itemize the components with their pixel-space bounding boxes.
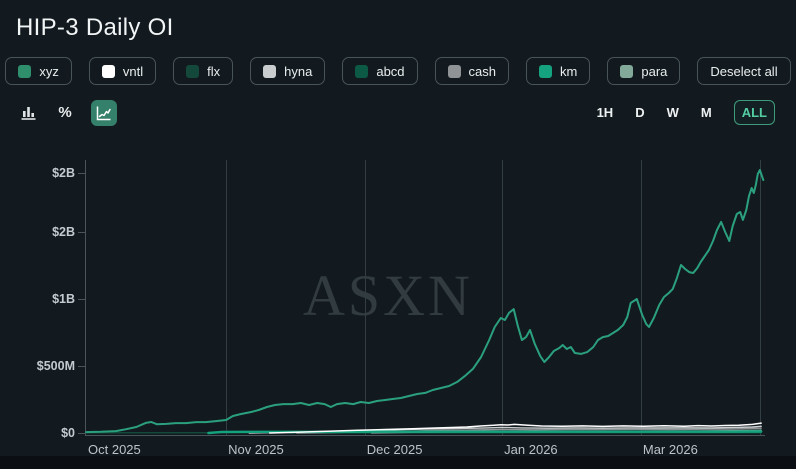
chart-type-toggle-group: % [17, 99, 117, 126]
legend-swatch [18, 64, 32, 78]
legend-item-para[interactable]: para [607, 57, 681, 85]
x-axis-label: Mar 2026 [642, 442, 698, 457]
range-button-m[interactable]: M [700, 105, 712, 120]
legend-label: flx [207, 63, 221, 79]
legend-row: xyz vntl flx hyna abcd cash km para Deselect all [0, 57, 796, 85]
range-button-all[interactable]: ALL [733, 100, 775, 125]
x-axis-label: Dec 2025 [366, 442, 423, 457]
bottom-strip [0, 456, 796, 469]
y-axis-tick [78, 366, 86, 367]
chart-canvas [85, 169, 765, 435]
legend-item-xyz[interactable]: xyz [5, 57, 72, 85]
series-line-km [207, 430, 763, 435]
line-chart-icon[interactable] [91, 99, 117, 126]
gridline [364, 160, 366, 435]
y-axis-tick [78, 232, 86, 233]
x-axis-label: Jan 2026 [504, 442, 558, 457]
deselect-all-label: Deselect all [710, 63, 778, 79]
legend-label: cash [468, 63, 497, 79]
range-button-w[interactable]: W [666, 105, 679, 120]
legend-swatch [539, 64, 553, 78]
deselect-all-button[interactable]: Deselect all [697, 57, 791, 85]
page-title: HIP-3 Daily OI [16, 14, 174, 41]
legend-swatch [447, 64, 461, 78]
series-line-vntl [268, 422, 762, 434]
percent-icon: % [58, 104, 72, 121]
legend-label: para [641, 63, 668, 79]
legend-item-abcd[interactable]: abcd [342, 57, 418, 85]
bar-chart-icon[interactable] [17, 100, 39, 126]
range-row: 1H D W M ALL [597, 99, 775, 126]
bar-chart-glyph [21, 107, 35, 120]
y-axis-label: $0 [61, 426, 75, 440]
legend-swatch [355, 64, 369, 78]
y-axis-tick [78, 433, 86, 434]
gridline [759, 160, 761, 435]
percent-toggle[interactable]: % [54, 100, 76, 126]
gridline [640, 160, 642, 435]
watermark: ASXN [303, 263, 473, 328]
legend-swatch [186, 64, 200, 78]
legend-swatch [101, 64, 115, 78]
range-button-1h[interactable]: 1H [596, 105, 614, 120]
y-axis-tick [78, 173, 86, 174]
legend-item-cash[interactable]: cash [434, 57, 510, 85]
series-line-xyz [85, 169, 765, 434]
legend-item-hyna[interactable]: hyna [250, 57, 326, 85]
y-axis-label: $2B [52, 166, 75, 180]
y-axis-tick [78, 299, 86, 300]
gridline [502, 160, 504, 435]
legend-item-km[interactable]: km [526, 57, 591, 85]
plot-area[interactable]: Oct 2025 Nov 2025 Dec 2025 Jan 2026 Mar 2026… [37, 160, 765, 457]
y-axis-label: $500M [36, 359, 75, 373]
legend-label: km [560, 63, 578, 79]
range-button-d[interactable]: D [635, 105, 645, 120]
legend-item-flx[interactable]: flx [173, 57, 234, 85]
x-axis-label: Nov 2025 [228, 442, 284, 457]
y-axis-label: $1B [52, 292, 75, 306]
legend-swatch [263, 64, 277, 78]
legend-label: abcd [376, 63, 405, 79]
y-axis-label: $2B [52, 225, 75, 239]
legend-item-vntl[interactable]: vntl [88, 57, 157, 85]
legend-swatch [620, 64, 634, 78]
x-axis-label: Oct 2025 [88, 442, 141, 457]
legend-label: xyz [39, 63, 59, 79]
legend-label: hyna [284, 63, 313, 79]
gridline [226, 160, 228, 435]
legend-label: vntl [122, 63, 144, 79]
line-chart-glyph [96, 106, 111, 120]
